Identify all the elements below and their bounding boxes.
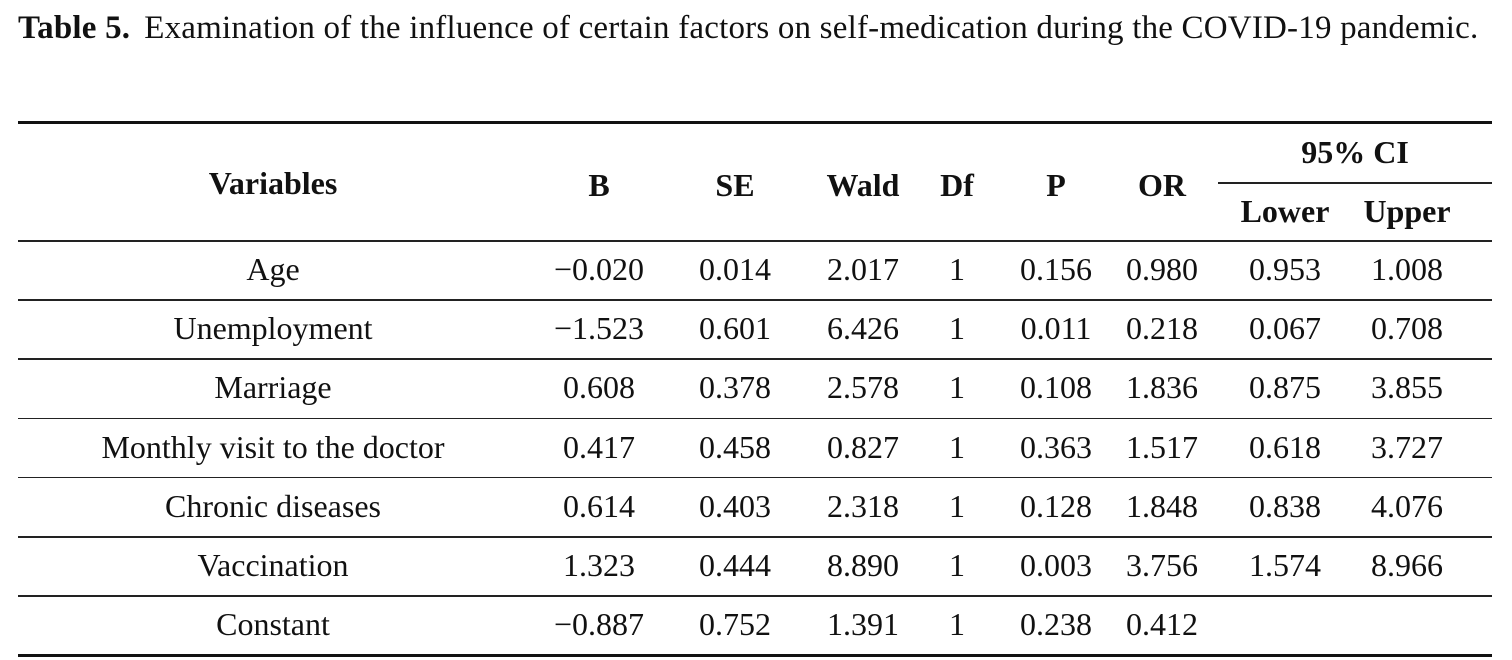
header-variables: Variables: [208, 165, 338, 201]
cell-wald: 2.318: [827, 487, 899, 524]
cell-lower: 1.574: [1249, 547, 1321, 583]
table-row-rule: [18, 358, 1492, 360]
cell-wald: 2.017: [827, 251, 899, 287]
cell-upper: 3.855: [1371, 369, 1443, 406]
cell-or: 1.848: [1126, 487, 1198, 524]
cell-df: 1: [949, 487, 965, 524]
cell-wald: 8.890: [827, 547, 899, 583]
table-row-rule: [18, 476, 1492, 479]
table-caption-label: Table 5.: [18, 10, 131, 46]
cell-se: 0.444: [699, 547, 771, 583]
cell-df: 1: [949, 369, 965, 406]
cell-df: 1: [949, 251, 965, 287]
cell-df: 1: [949, 310, 965, 347]
cell-or: 1.836: [1126, 369, 1198, 406]
ci-group-rule: [1218, 182, 1492, 184]
header-df: Df: [940, 167, 974, 203]
cell-wald: 1.391: [827, 606, 899, 643]
cell-lower: 0.838: [1249, 487, 1321, 524]
cell-variable: Chronic diseases: [165, 487, 381, 524]
header-se: SE: [715, 167, 755, 203]
cell-or: 0.218: [1126, 310, 1198, 347]
cell-b: 1.323: [563, 547, 635, 583]
cell-upper: 4.076: [1371, 487, 1443, 524]
header-b: B: [588, 167, 610, 203]
cell-se: 0.378: [699, 369, 771, 406]
cell-variable: Marriage: [214, 369, 332, 406]
table-row-rule: [18, 240, 1492, 242]
cell-b: −0.887: [553, 606, 645, 643]
table-row-rule: [18, 595, 1492, 597]
cell-se: 0.752: [699, 606, 771, 643]
cell-p: 0.003: [1020, 547, 1092, 583]
header-or: OR: [1138, 167, 1186, 203]
table-bottom-rule: [18, 654, 1492, 657]
cell-lower: 0.953: [1249, 251, 1321, 287]
cell-or: 0.980: [1126, 251, 1198, 287]
table-caption: Table 5. Examination of the influence of …: [18, 6, 1498, 50]
cell-p: 0.108: [1020, 369, 1092, 406]
cell-se: 0.601: [699, 310, 771, 347]
header-ci-lower: Lower: [1240, 193, 1330, 229]
table-caption-text: Examination of the influence of certain …: [144, 10, 1479, 46]
header-p: P: [1046, 167, 1066, 203]
cell-p: 0.128: [1020, 487, 1092, 524]
cell-or: 1.517: [1126, 428, 1198, 465]
table-row-rule: [18, 536, 1492, 538]
cell-b: −1.523: [553, 310, 645, 347]
cell-variable: Constant: [216, 606, 330, 643]
cell-lower: 0.618: [1249, 428, 1321, 465]
cell-df: 1: [949, 428, 965, 465]
cell-df: 1: [949, 606, 965, 643]
header-ci-upper: Upper: [1363, 193, 1451, 229]
cell-se: 0.458: [699, 428, 771, 465]
cell-b: −0.020: [553, 251, 645, 287]
cell-variable: Unemployment: [173, 310, 373, 347]
cell-p: 0.238: [1020, 606, 1092, 643]
table-row-rule: [18, 417, 1492, 420]
cell-or: 3.756: [1126, 547, 1198, 583]
cell-p: 0.363: [1020, 428, 1092, 465]
cell-lower: 0.067: [1249, 310, 1321, 347]
cell-upper: 0.708: [1371, 310, 1443, 347]
cell-wald: 6.426: [827, 310, 899, 347]
header-wald: Wald: [826, 167, 900, 203]
cell-p: 0.011: [1020, 310, 1092, 347]
cell-variable: Vaccination: [197, 547, 349, 583]
cell-p: 0.156: [1020, 251, 1092, 287]
cell-variable: Monthly visit to the doctor: [101, 428, 445, 465]
cell-se: 0.014: [699, 251, 771, 287]
cell-b: 0.417: [563, 428, 635, 465]
cell-df: 1: [949, 547, 965, 583]
cell-upper: 1.008: [1371, 251, 1443, 287]
cell-wald: 0.827: [827, 428, 899, 465]
cell-or: 0.412: [1126, 606, 1198, 643]
cell-lower: 0.875: [1249, 369, 1321, 406]
cell-upper: 8.966: [1371, 547, 1443, 583]
header-ci-group: 95% CI: [1301, 134, 1409, 170]
cell-variable: Age: [246, 251, 300, 287]
cell-se: 0.403: [699, 487, 771, 524]
cell-upper: 3.727: [1371, 428, 1443, 465]
cell-b: 0.608: [563, 369, 635, 406]
cell-b: 0.614: [563, 487, 635, 524]
cell-wald: 2.578: [827, 369, 899, 406]
table-top-rule: [18, 121, 1492, 124]
table-row-rule: [18, 299, 1492, 301]
